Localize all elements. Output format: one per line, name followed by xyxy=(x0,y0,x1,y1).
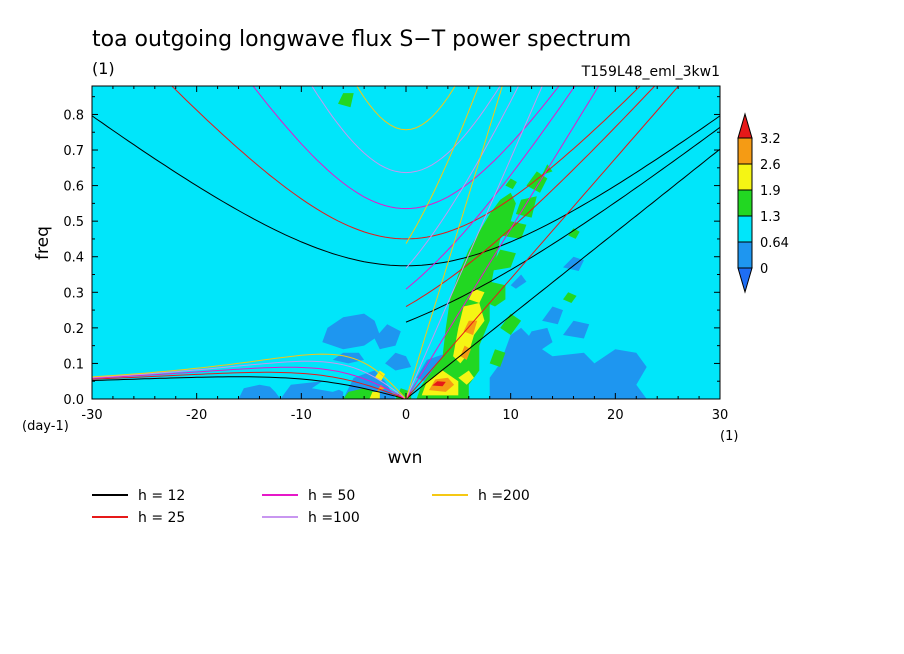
region-1p9 xyxy=(458,370,474,385)
x-axis-label: wvn xyxy=(388,448,423,468)
region-1p9 xyxy=(468,288,485,303)
mrg-curve xyxy=(405,86,656,308)
colorbar-top-arrow xyxy=(737,112,753,139)
x-axis: -30 -20 -10 0 10 20 30 xyxy=(81,86,728,423)
mrg-curve xyxy=(405,126,720,323)
x-tick-label: -20 xyxy=(186,408,207,423)
colorbar: 0 0.64 1.3 1.9 2.6 3.2 xyxy=(737,112,789,294)
y-tick-label: 0.5 xyxy=(63,215,84,230)
region-1p3 xyxy=(489,249,516,271)
chart-title: toa outgoing longwave flux S−T power spe… xyxy=(92,27,631,52)
region-1p3 xyxy=(568,228,580,239)
colorbar-bottom-arrow xyxy=(737,267,753,294)
y-tick-label: 0.6 xyxy=(63,180,84,195)
colorbar-label: 0 xyxy=(760,262,768,277)
x-tick-label: -30 xyxy=(81,408,102,423)
colorbar-swatch xyxy=(737,163,753,191)
inertia-gravity-curve xyxy=(171,86,641,240)
region-0p64 xyxy=(322,313,380,350)
region-cyan xyxy=(311,381,344,392)
region-1p3 xyxy=(338,93,354,108)
dispersion-curves xyxy=(92,86,720,399)
region-1p3 xyxy=(479,281,506,307)
rossby-curve xyxy=(92,366,407,399)
kelvin-curve xyxy=(405,86,543,399)
mrg-curve xyxy=(405,86,520,269)
inertia-gravity-curve xyxy=(311,86,501,174)
colorbar-swatch xyxy=(737,215,753,243)
region-0p64 xyxy=(521,327,553,353)
region-0p64 xyxy=(385,352,412,371)
legend-label: h = 50 xyxy=(308,488,355,504)
region-2p6 xyxy=(463,320,478,335)
y-tick-label: 0.3 xyxy=(63,286,84,301)
legend: h = 12 h = 25 h = 50 h =100 h =200 xyxy=(92,488,530,526)
x-tick-label: 10 xyxy=(502,408,519,423)
y-tick-label: 0.4 xyxy=(63,251,84,266)
inertia-gravity-curve xyxy=(92,115,720,267)
colorbar-swatch xyxy=(737,189,753,217)
y-axis: 0.0 0.1 0.2 0.3 0.4 0.5 0.6 0.7 0.8 xyxy=(63,96,720,408)
y-tick-label: 0.2 xyxy=(63,322,84,337)
y-tick-label: 0.8 xyxy=(63,108,84,123)
y-tick-label: 0.7 xyxy=(63,144,84,159)
kelvin-curve xyxy=(405,148,720,399)
colorbar-label: 1.9 xyxy=(760,184,781,199)
x-tick-label: -10 xyxy=(291,408,312,423)
rossby-curve xyxy=(92,353,407,399)
rossby-curve xyxy=(92,360,407,399)
kelvin-curve xyxy=(405,86,600,399)
region-1p3 xyxy=(563,292,577,303)
legend-label: h =200 xyxy=(478,488,530,504)
inertia-gravity-curve xyxy=(356,86,456,131)
y-tick-label: 0.0 xyxy=(63,393,84,408)
units-label: (1) xyxy=(92,59,115,78)
y-axis-label: freq xyxy=(33,226,53,260)
region-3p2 xyxy=(432,381,446,387)
region-1p3 xyxy=(343,388,375,399)
region-0p64 xyxy=(563,320,590,339)
kelvin-curve xyxy=(405,86,680,399)
x-tick-label: 30 xyxy=(712,408,729,423)
run-label: T159L48_eml_3kw1 xyxy=(581,64,720,80)
x-axis-unit: (1) xyxy=(720,429,738,444)
rossby-curve xyxy=(92,371,407,399)
colorbar-label: 2.6 xyxy=(760,158,781,173)
region-0p64 xyxy=(563,256,584,271)
region-1p3 xyxy=(500,313,522,335)
y-tick-label: 0.1 xyxy=(63,357,84,372)
region-1p3 xyxy=(489,349,506,367)
legend-label: h =100 xyxy=(308,510,360,526)
colorbar-swatch xyxy=(737,241,753,269)
region-0p64 xyxy=(374,324,401,350)
region-1p3 xyxy=(416,192,516,399)
rossby-curve xyxy=(92,376,407,399)
colorbar-label: 0.64 xyxy=(760,236,789,251)
x-tick-label: 0 xyxy=(402,408,410,423)
region-1p3 xyxy=(526,171,548,193)
colorbar-label: 1.3 xyxy=(760,210,781,225)
mrg-curve xyxy=(405,86,480,244)
legend-label: h = 25 xyxy=(138,510,185,526)
legend-label: h = 12 xyxy=(138,488,185,504)
region-0p64 xyxy=(510,274,527,289)
plot-background xyxy=(92,86,720,399)
region-0p64 xyxy=(542,306,563,325)
x-tick-label: 20 xyxy=(607,408,624,423)
region-1p9 xyxy=(369,391,380,399)
y-axis-unit: (day-1) xyxy=(22,419,69,434)
colorbar-swatch xyxy=(737,137,753,165)
kelvin-curve xyxy=(405,86,503,399)
region-0p64 xyxy=(238,384,281,399)
mrg-curve xyxy=(405,86,576,290)
inertia-gravity-curve xyxy=(252,86,560,210)
colorbar-label: 3.2 xyxy=(760,132,781,147)
region-1p3 xyxy=(505,178,517,190)
